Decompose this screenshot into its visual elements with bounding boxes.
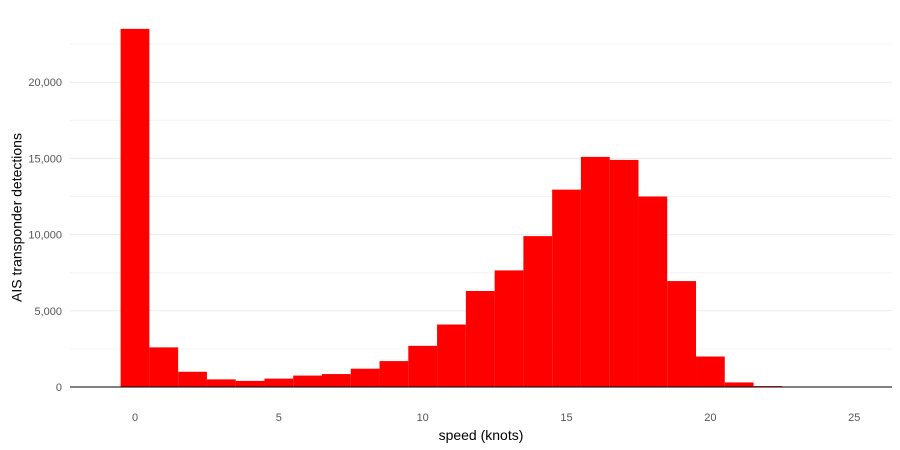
y-tick-label: 20,000 (28, 77, 62, 89)
histogram-bar (350, 368, 380, 387)
histogram-bar (293, 375, 323, 387)
histogram-bars (120, 28, 869, 388)
histogram-bar (379, 361, 409, 387)
histogram-bar (149, 347, 179, 387)
histogram-bar (178, 371, 207, 387)
histogram-bar (206, 379, 236, 387)
y-tick-label: 0 (56, 382, 62, 394)
histogram-bar (408, 345, 438, 387)
y-tick-label: 15,000 (28, 153, 62, 165)
y-tick-label: 5,000 (34, 306, 62, 318)
x-tick-label: 20 (704, 412, 716, 424)
histogram-bar (638, 196, 668, 387)
histogram-bar (523, 236, 553, 387)
histogram-bar (609, 159, 639, 387)
histogram-bar (580, 156, 610, 387)
histogram-bar (465, 290, 495, 387)
histogram-bar (235, 380, 265, 387)
histogram-bar (552, 189, 581, 387)
x-tick-label: 10 (417, 412, 429, 424)
histogram-bar (437, 324, 466, 387)
histogram-bar (667, 281, 697, 387)
histogram-bar (120, 28, 150, 388)
x-tick-label: 15 (560, 412, 572, 424)
x-tick-label: 5 (276, 412, 282, 424)
y-tick-label: 10,000 (28, 230, 62, 242)
x-tick-label: 0 (132, 412, 138, 424)
y-axis-tick-labels: 0 5,000 10,000 15,000 20,000 (28, 77, 62, 394)
x-axis-title: speed (knots) (439, 427, 524, 443)
histogram-bar (322, 374, 351, 387)
y-axis-title: AIS transponder detections (9, 133, 25, 302)
x-axis-tick-labels: 0 5 10 15 20 25 (132, 412, 860, 424)
histogram-bar (696, 356, 725, 387)
histogram-bar (264, 378, 294, 387)
histogram-bar (494, 270, 524, 387)
histogram-bar (724, 382, 754, 387)
x-tick-label: 25 (848, 412, 860, 424)
